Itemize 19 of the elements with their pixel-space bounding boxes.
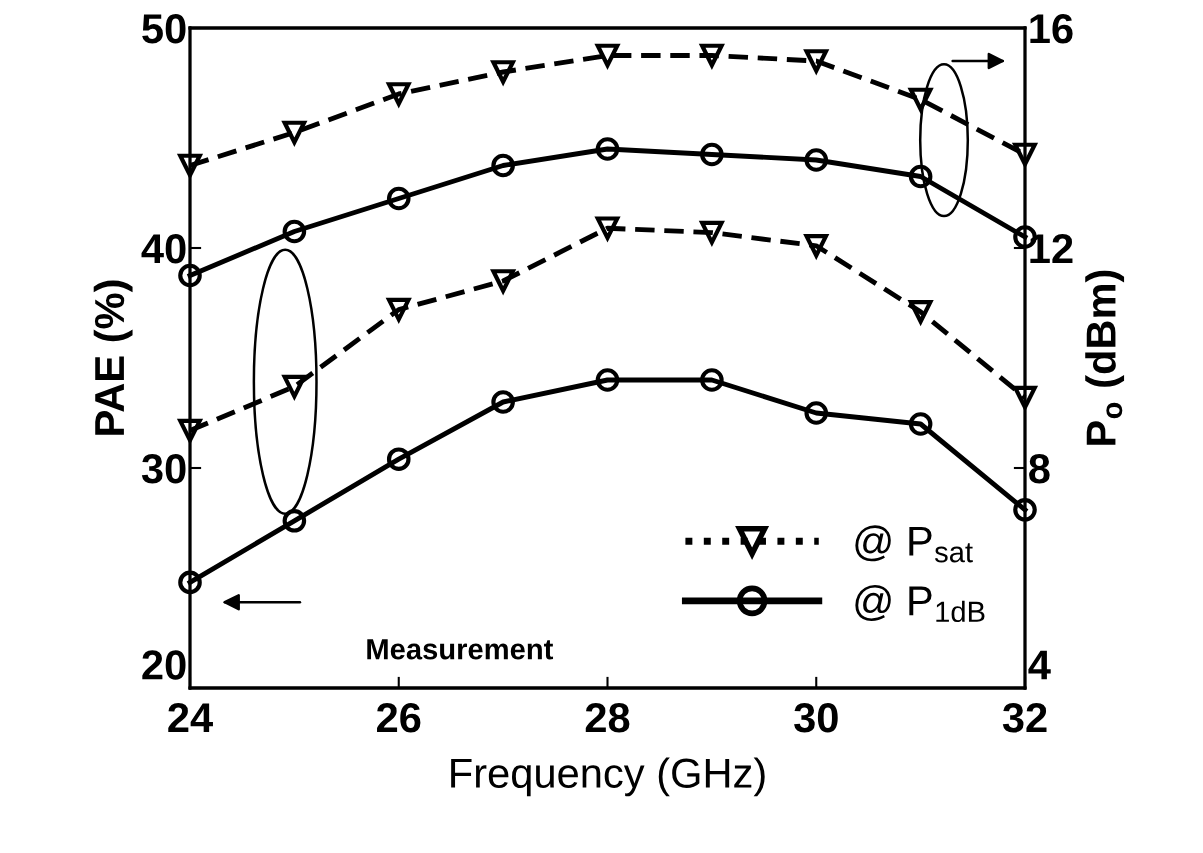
y-tick-label: 40	[141, 234, 186, 264]
x-axis-title: Frequency (GHz)	[451, 757, 765, 797]
x-tick-label: 24	[168, 702, 213, 733]
x-tick-label: 26	[377, 702, 421, 733]
x-tick-label: 32	[1002, 702, 1047, 733]
legend-label: @ P$_{sat}$	[855, 525, 973, 563]
y-tick-label: 50	[142, 14, 186, 44]
legend-label: @ P$_{1dB}$	[855, 585, 985, 623]
x-tick-label: 30	[794, 702, 838, 733]
annotation: Measurement	[367, 639, 554, 660]
x-tick-label: 28	[585, 702, 630, 733]
y-tick-label: 30	[141, 454, 186, 484]
y2-tick-label: 8	[1029, 454, 1050, 484]
y2-axis-title: P$_{o}$ (dBm)	[1085, 270, 1125, 445]
y2-tick-label: 4	[1028, 650, 1051, 680]
y2-tick-label: 16	[1030, 14, 1073, 44]
y-axis-title: PAE (%)	[93, 280, 133, 435]
y-tick-label: 20	[142, 650, 186, 680]
y2-tick-label: 12	[1030, 234, 1073, 264]
